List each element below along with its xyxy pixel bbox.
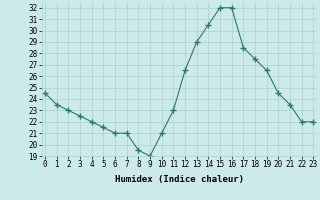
X-axis label: Humidex (Indice chaleur): Humidex (Indice chaleur) bbox=[115, 175, 244, 184]
